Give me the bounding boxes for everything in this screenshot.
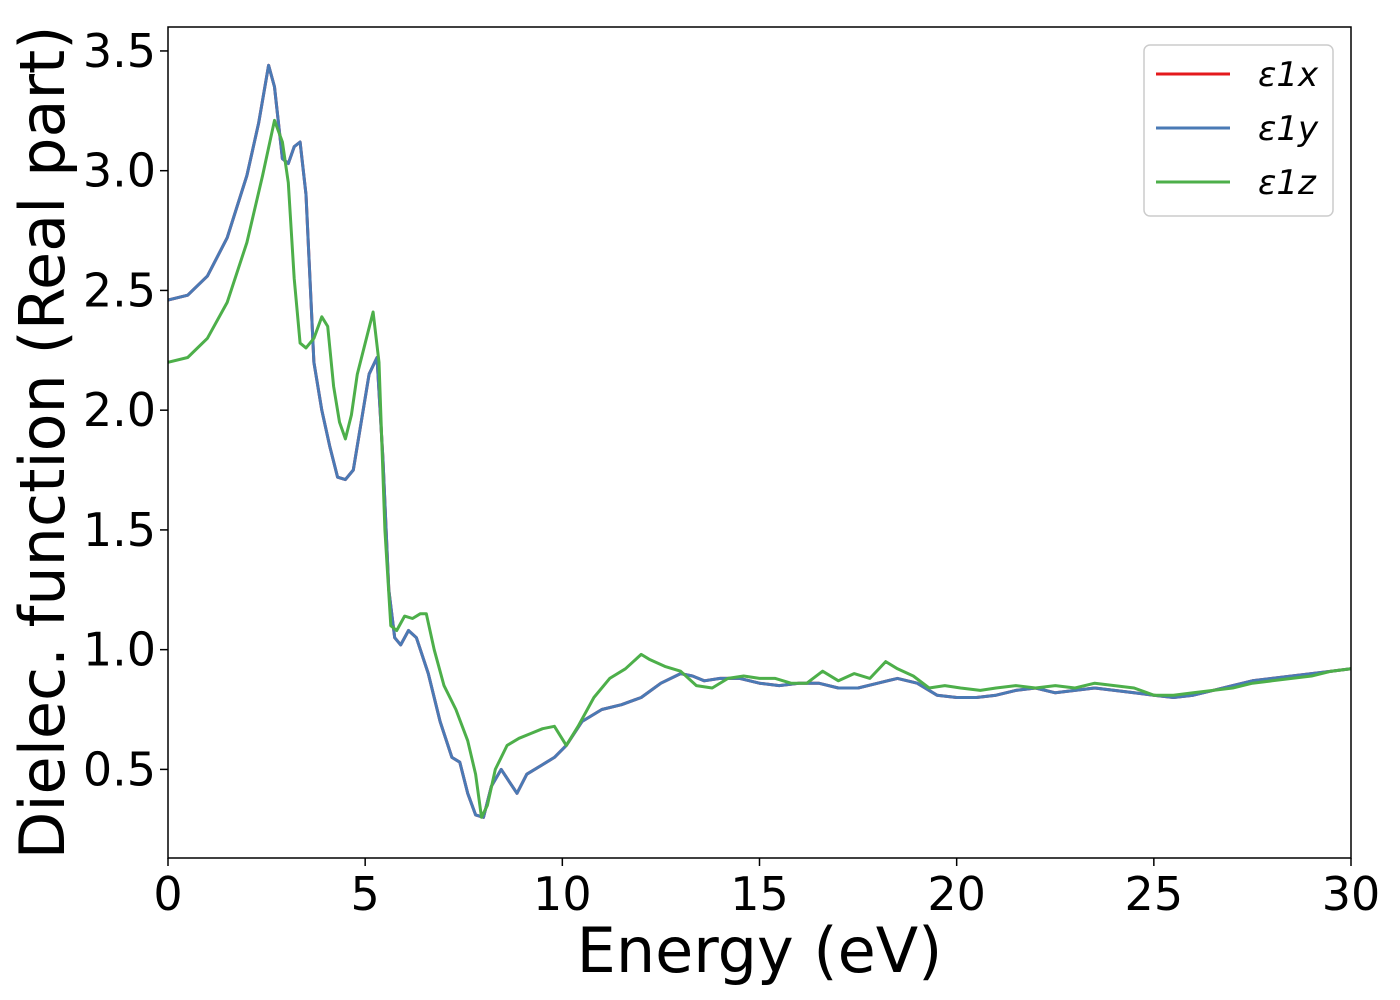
series-lines <box>168 63 1351 819</box>
y-tick-label: 3.0 <box>83 144 156 198</box>
y-tick-label: 2.0 <box>83 383 156 437</box>
series-line-3 <box>168 118 1351 819</box>
legend-label: ε1x <box>1258 55 1319 95</box>
y-tick-label: 0.5 <box>83 742 156 796</box>
x-tick-label: 20 <box>927 867 986 921</box>
x-tick-label: 0 <box>153 867 182 921</box>
y-tick-label: 1.0 <box>83 623 156 677</box>
series-line-2 <box>168 63 1351 819</box>
x-tick-label: 30 <box>1322 867 1381 921</box>
legend: ε1x ε1y ε1z <box>1143 44 1334 217</box>
y-tick-label: 1.5 <box>83 503 156 557</box>
legend-label: ε1y <box>1258 109 1319 149</box>
x-tick-label: 25 <box>1125 867 1184 921</box>
legend-label: ε1z <box>1258 163 1317 203</box>
x-tick-label: 5 <box>351 867 380 921</box>
legend-box <box>1143 44 1334 217</box>
x-tick-label: 15 <box>730 867 789 921</box>
axis-ticks: 0 5 10 15 20 25 30 0.5 1.0 1.5 2.0 2.5 3.0 3.5 <box>83 24 1380 921</box>
y-tick-label: 2.5 <box>83 263 156 317</box>
x-axis-title: Energy (eV) <box>577 914 943 987</box>
y-axis-title: Dielec. function (Real part) <box>6 26 79 860</box>
y-tick-label: 3.5 <box>83 24 156 78</box>
x-tick-label: 10 <box>533 867 592 921</box>
